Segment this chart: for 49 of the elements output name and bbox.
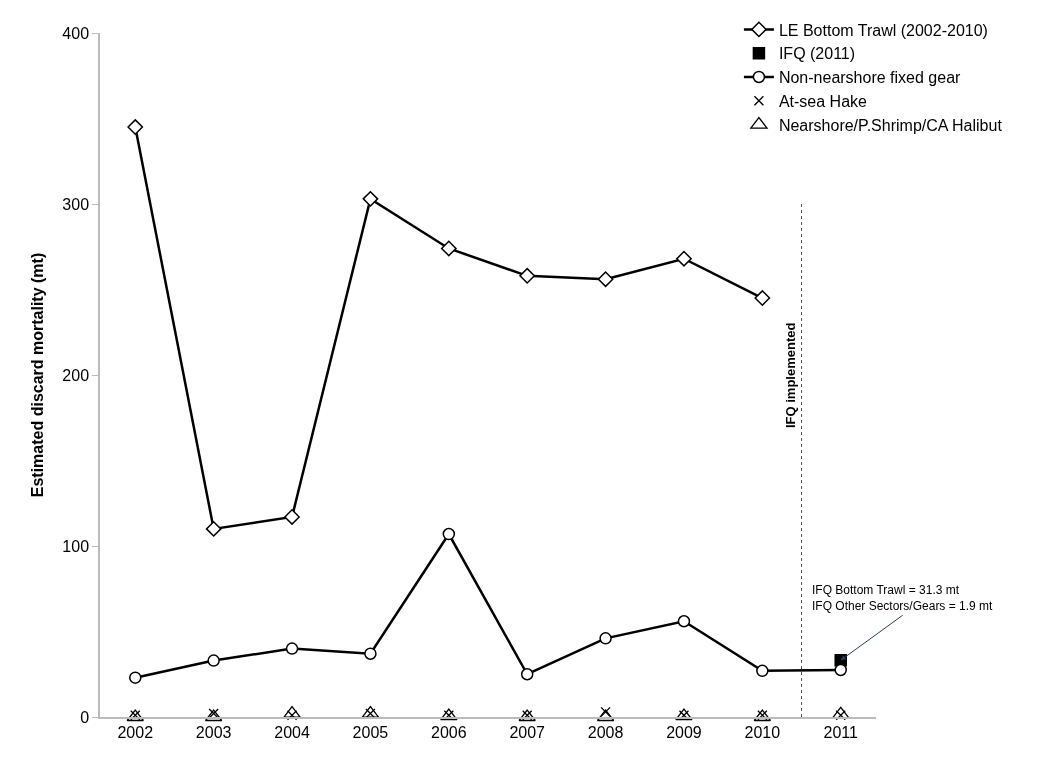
- y-tick-label: 200: [62, 366, 90, 384]
- point: [754, 290, 771, 306]
- point: [283, 705, 301, 718]
- point: [599, 632, 612, 645]
- point: [835, 710, 846, 721]
- x-tick-label: 2011: [823, 723, 859, 741]
- ref-line-label: IFQ implemented: [783, 322, 799, 429]
- x-tick-label: 2008: [587, 723, 624, 741]
- point: [285, 642, 299, 655]
- x-tick-label: 2002: [117, 723, 154, 741]
- x-tick-label: 2005: [352, 723, 389, 741]
- point: [756, 664, 769, 678]
- x-tick-label: 2004: [274, 723, 310, 741]
- point: [520, 668, 534, 681]
- x-tick-label: 2010: [744, 723, 781, 741]
- point: [440, 240, 457, 257]
- legend-label: Non-nearshore fixed gear: [778, 69, 962, 87]
- annotation: IFQ Bottom Trawl = 31.3 mt IFQ Other Sectors/Gears = 1.9 mt: [812, 583, 994, 613]
- point: [205, 521, 222, 537]
- y-tick-label: 400: [62, 24, 90, 42]
- point: [518, 709, 536, 722]
- point: [442, 527, 456, 541]
- point: [126, 709, 144, 722]
- legend-label: LE Bottom Trawl (2002-2010): [778, 21, 988, 39]
- point: [832, 706, 850, 719]
- point: [127, 119, 144, 135]
- legend-label: IFQ (2011): [778, 45, 856, 63]
- point: [677, 614, 691, 628]
- x-tick-label: 2009: [666, 723, 702, 741]
- point: [286, 710, 298, 721]
- point: [440, 708, 458, 721]
- point: [362, 190, 379, 207]
- x-tick-label: 2006: [431, 723, 467, 741]
- x-tick-label: 2003: [195, 723, 232, 741]
- point: [364, 647, 377, 660]
- legend-label: Nearshore/P.Shrimp/CA Halibut: [778, 116, 1003, 134]
- point: [834, 663, 847, 677]
- legend-label: At-sea Hake: [778, 93, 868, 111]
- y-tick-label: 0: [80, 708, 90, 726]
- point: [129, 671, 142, 684]
- point: [597, 271, 614, 288]
- point: [519, 267, 536, 284]
- y-tick-label: 300: [62, 195, 90, 213]
- point: [207, 654, 220, 667]
- point: [284, 509, 300, 525]
- point: [676, 250, 692, 267]
- y-tick-label: 100: [62, 537, 90, 555]
- x-tick-label: 2007: [509, 723, 546, 741]
- y-axis-title: Estimated discard mortality (mt): [28, 252, 46, 498]
